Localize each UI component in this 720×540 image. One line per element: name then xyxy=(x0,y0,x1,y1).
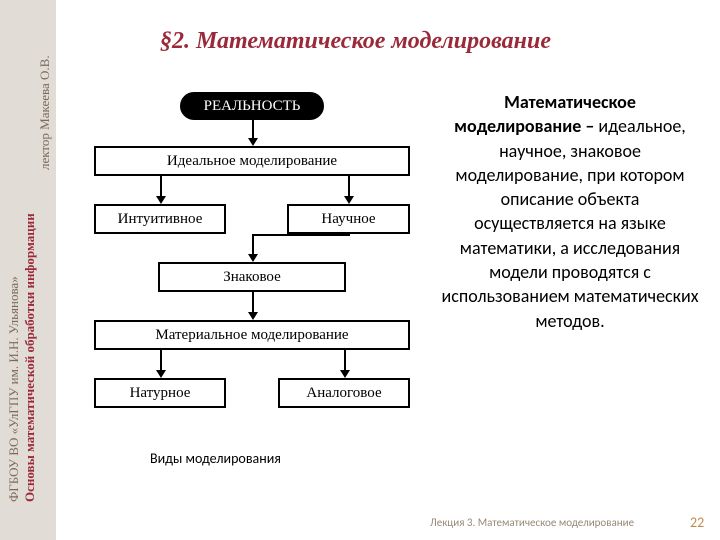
flowchart-edge xyxy=(160,176,162,198)
flowchart-edge xyxy=(348,176,350,198)
page-number: 22 xyxy=(690,514,704,531)
flowchart-node-n1: Идеальное моделирование xyxy=(94,146,410,176)
arrowhead-icon xyxy=(248,312,258,320)
modeling-types-flowchart: РЕАЛЬНОСТЬ Идеальное моделирование Интуити… xyxy=(72,92,432,432)
flowchart-edge xyxy=(252,234,350,236)
arrowhead-icon xyxy=(156,196,166,204)
sidebar-course-title: Основы математической обработки информац… xyxy=(22,213,38,502)
definition-rest: идеальное, научное, знаковое моделирован… xyxy=(441,115,698,331)
sidebar: ФГБОУ ВО «УлГПУ им. И.Н. Ульянова» Основ… xyxy=(0,0,56,540)
flowchart-edge xyxy=(252,120,254,140)
sidebar-lecturer: лектор Макеева О.В. xyxy=(37,55,53,170)
sidebar-institution: ФГБОУ ВО «УлГПУ им. И.Н. Ульянова» xyxy=(6,276,22,502)
flowchart-node-n2: Интуитивное xyxy=(94,204,226,234)
arrowhead-icon xyxy=(344,196,354,204)
arrowhead-icon xyxy=(248,254,258,262)
flowchart-node-n4: Знаковое xyxy=(158,262,346,292)
arrowhead-icon xyxy=(248,138,258,146)
flowchart-edge xyxy=(160,350,162,372)
flowchart-node-n6: Натурное xyxy=(94,378,226,408)
arrowhead-icon xyxy=(156,370,166,378)
flowchart-edge xyxy=(252,234,254,256)
chart-caption: Виды моделирования xyxy=(150,450,281,467)
page-title: §2. Математическое моделирование xyxy=(160,28,551,55)
flowchart-node-n0: РЕАЛЬНОСТЬ xyxy=(180,92,324,120)
definition-text: Математическое моделирование – идеальное… xyxy=(440,90,700,333)
flowchart-node-n7: Аналоговое xyxy=(278,378,410,408)
arrowhead-icon xyxy=(340,370,350,378)
flowchart-edge xyxy=(252,292,254,314)
flowchart-node-n5: Материальное моделирование xyxy=(94,320,410,350)
footer-lecture-label: Лекция 3. Математическое моделирование xyxy=(430,516,634,529)
flowchart-edge xyxy=(344,350,346,372)
flowchart-node-n3: Научное xyxy=(287,204,410,234)
